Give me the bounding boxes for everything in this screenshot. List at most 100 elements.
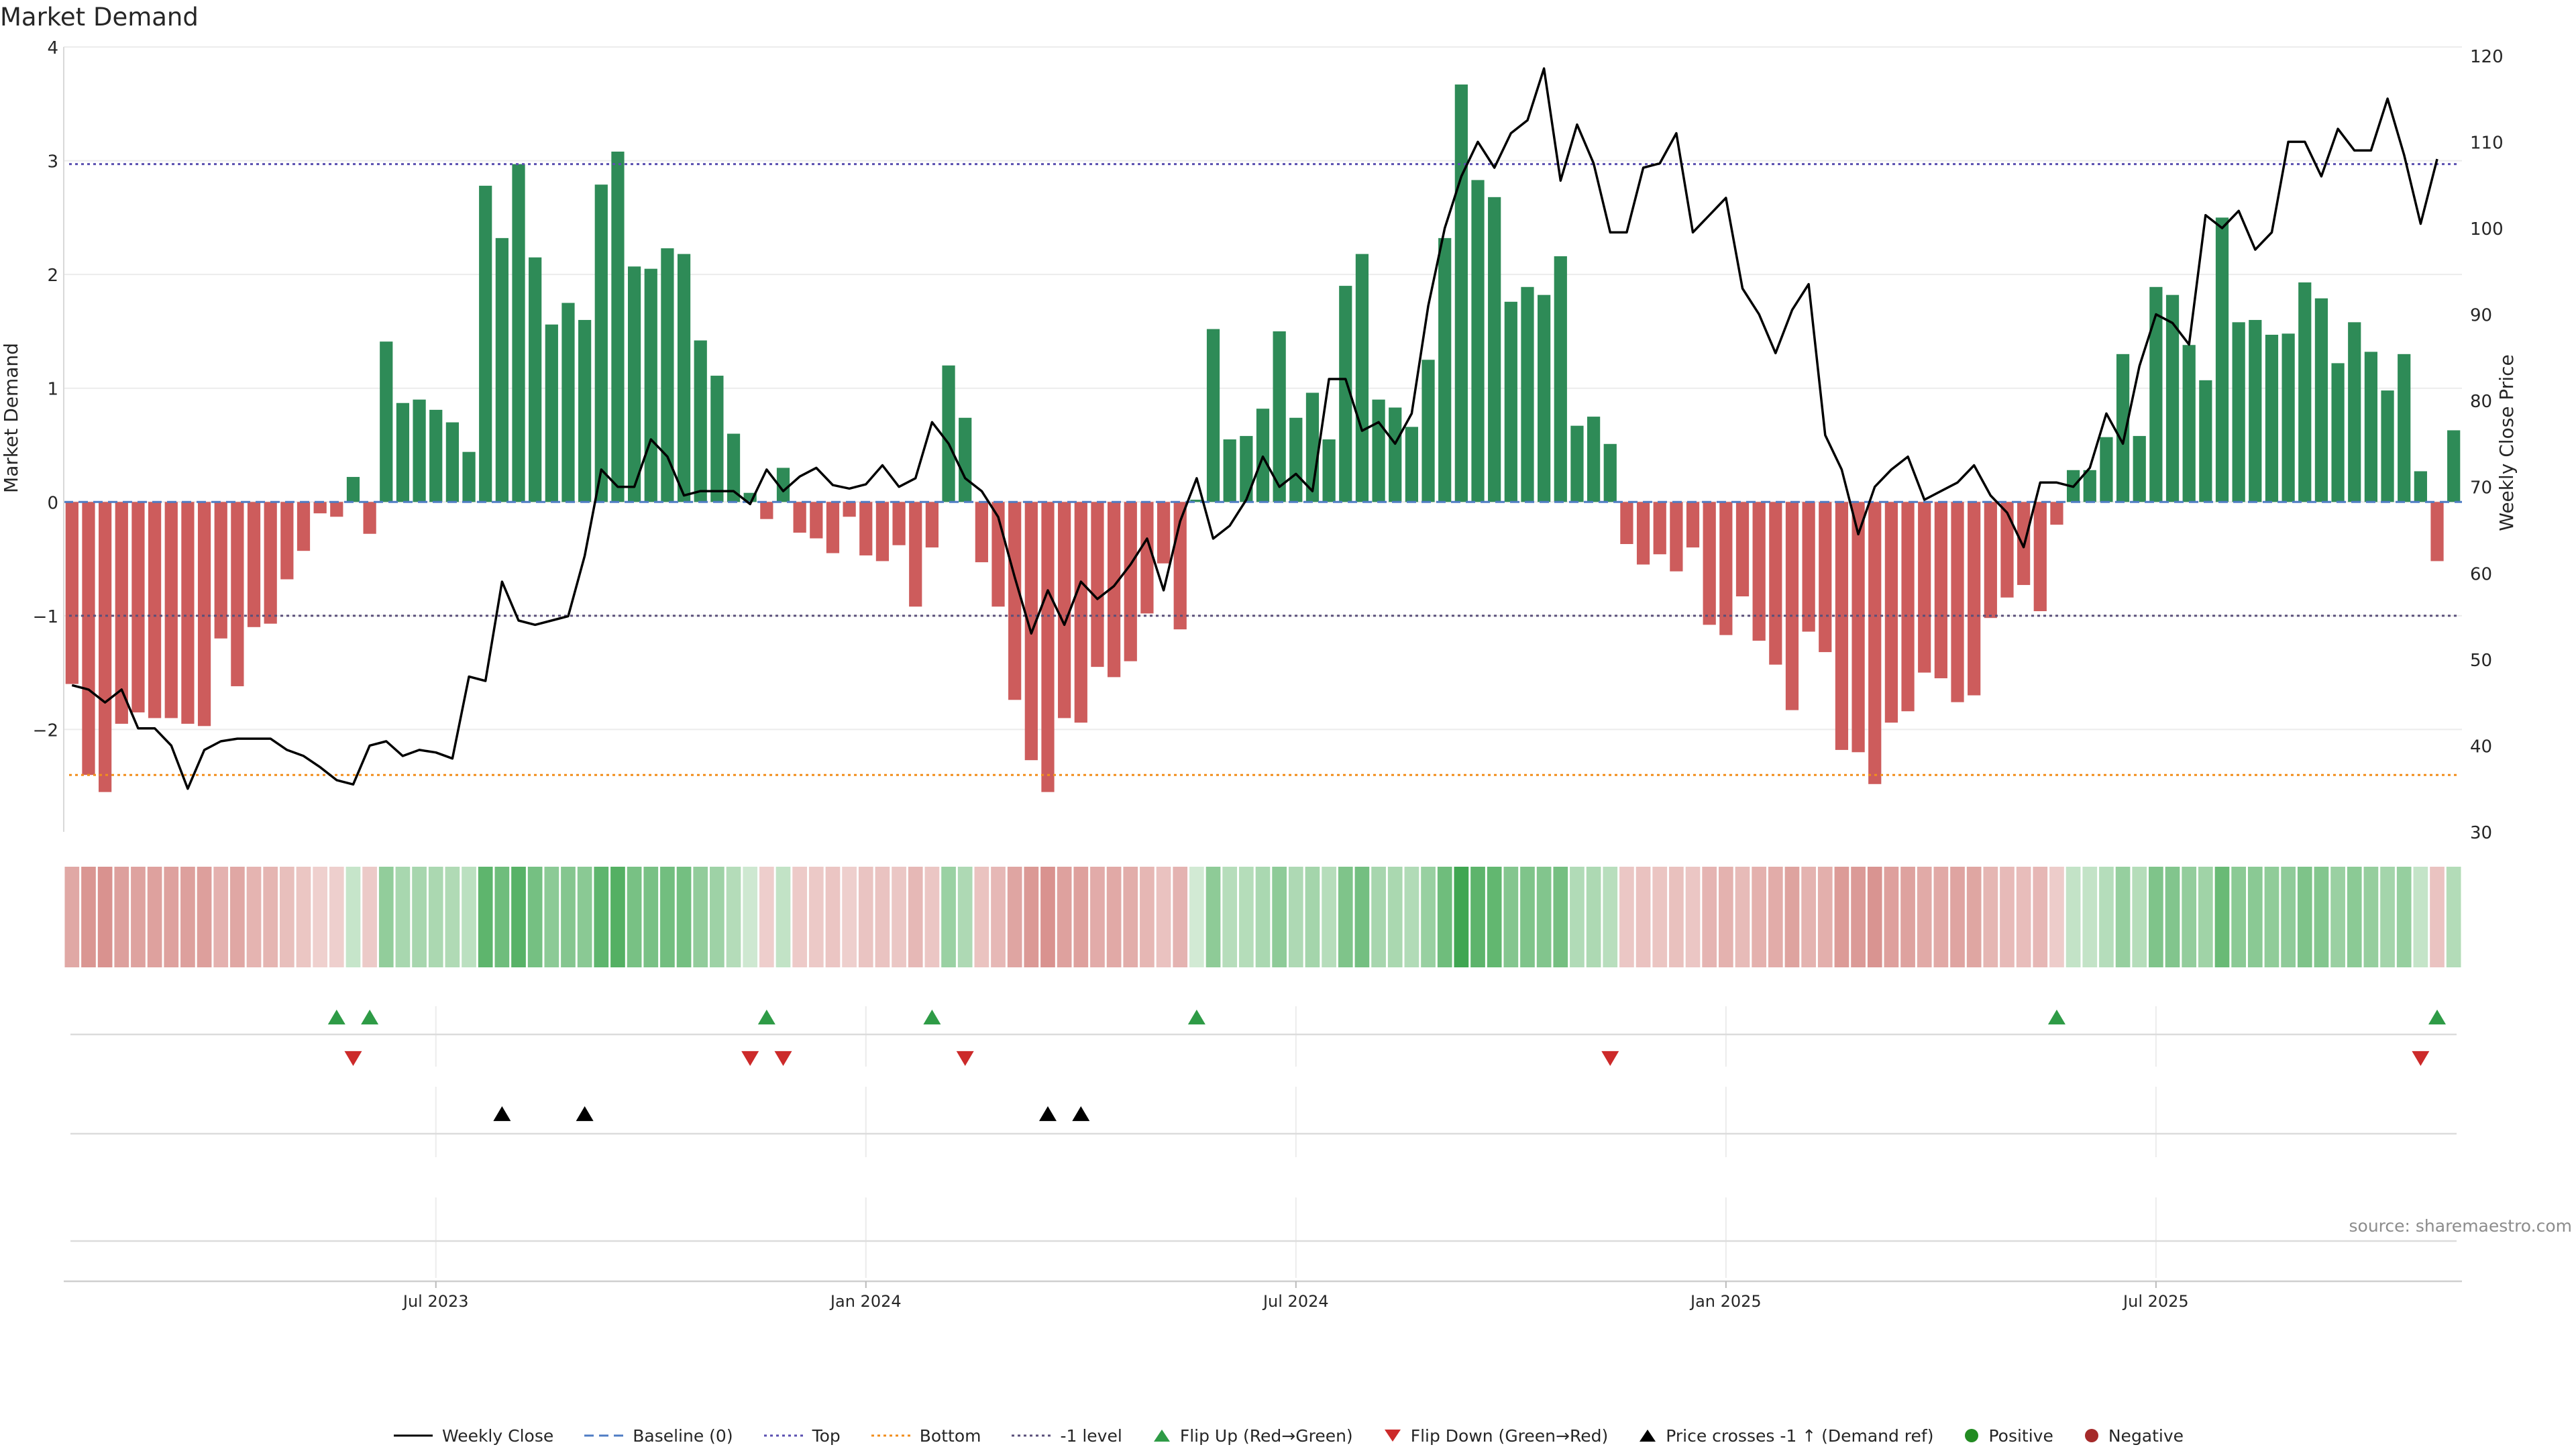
demand-bar xyxy=(479,185,492,502)
demand-bar xyxy=(1140,502,1154,614)
heat-cell xyxy=(1817,867,1833,967)
heat-cell xyxy=(313,867,328,967)
flip-down-marker xyxy=(741,1051,759,1066)
flip-up-marker xyxy=(757,1010,775,1025)
demand-bar xyxy=(1421,360,1435,502)
demand-bar xyxy=(1735,502,1750,596)
demand-bar xyxy=(1703,502,1716,625)
heat-cell xyxy=(64,867,80,967)
heat-cell xyxy=(1238,867,1254,967)
demand-bar xyxy=(1719,502,1733,635)
heat-cell xyxy=(1156,867,1171,967)
y2-tick-label: 60 xyxy=(2470,564,2492,584)
heat-cell xyxy=(1603,867,1618,967)
heat-cell xyxy=(1123,867,1138,967)
demand-bar xyxy=(462,451,476,502)
demand-bar xyxy=(859,502,873,555)
demand-bars xyxy=(65,84,2461,792)
demand-bar xyxy=(197,502,211,727)
axes: 4 3 2 1 0 −1 −2 120 110 100 90 80 70 60 50 40 30 Jul 2023… xyxy=(33,38,2504,1311)
demand-bar xyxy=(1504,301,1517,502)
legend-label: Price crosses -1 ↑ (Demand ref) xyxy=(1666,1426,1934,1446)
heat-cell xyxy=(279,867,294,967)
heat-cell xyxy=(908,867,923,967)
demand-bar xyxy=(1752,502,1766,641)
demand-bar xyxy=(942,365,955,502)
heat-cell xyxy=(2281,867,2296,967)
y-tick-label: 3 xyxy=(47,152,58,172)
demand-bar xyxy=(1918,502,1931,673)
demand-bar xyxy=(1355,254,1369,502)
demand-bar xyxy=(760,502,773,519)
heat-cell xyxy=(1387,867,1403,967)
demand-bar xyxy=(2100,437,2113,502)
demand-bar xyxy=(445,422,460,502)
flip-down-marker xyxy=(2412,1051,2430,1066)
heat-cell xyxy=(1867,867,1882,967)
heat-cell xyxy=(1735,867,1750,967)
demand-bar xyxy=(1769,502,1782,665)
demand-bar xyxy=(611,152,625,502)
demand-bar xyxy=(1802,502,1815,632)
demand-bar xyxy=(131,502,145,712)
legend-label: Baseline (0) xyxy=(633,1426,733,1446)
heat-cell xyxy=(445,867,460,967)
heat-cell xyxy=(1900,867,1915,967)
heat-cell xyxy=(627,867,642,967)
heat-cell xyxy=(527,867,543,967)
demand-bar xyxy=(826,502,840,553)
legend-minus1: -1 level xyxy=(1010,1426,1122,1446)
heat-cell xyxy=(213,867,229,967)
heat-cell xyxy=(1305,867,1320,967)
demand-bar xyxy=(2165,294,2180,502)
y2-tick-label: 50 xyxy=(2470,651,2492,671)
heat-cell xyxy=(2231,867,2247,967)
demand-bar xyxy=(1372,399,1385,502)
heat-cell xyxy=(792,867,808,967)
heat-cell xyxy=(1917,867,1932,967)
demand-bar xyxy=(65,502,78,684)
heat-cell xyxy=(544,867,559,967)
demand-bar xyxy=(1091,502,1104,667)
heat-cell xyxy=(2214,867,2230,967)
demand-bar xyxy=(1868,502,1882,784)
heat-cell xyxy=(395,867,411,967)
heat-cell xyxy=(1354,867,1370,967)
demand-bar xyxy=(2282,333,2295,502)
demand-bar xyxy=(1339,286,1352,502)
flip-markers xyxy=(327,1010,2447,1122)
weekly-close-path xyxy=(71,67,2438,790)
demand-bar xyxy=(148,502,162,718)
demand-bar xyxy=(2116,354,2130,502)
cross-up-marker xyxy=(576,1106,594,1122)
legend-cross: Price crosses -1 ↑ (Demand ref) xyxy=(1638,1426,1933,1446)
x-tick-label: Jul 2025 xyxy=(2122,1292,2189,1311)
heat-cell xyxy=(924,867,940,967)
demand-bar xyxy=(264,502,277,624)
demand-bar xyxy=(231,502,244,686)
heat-cell xyxy=(858,867,873,967)
heat-cell xyxy=(97,867,113,967)
demand-bar xyxy=(1190,499,1203,502)
heat-cell xyxy=(1404,867,1419,967)
heat-cell xyxy=(2198,867,2213,967)
heat-cell xyxy=(842,867,857,967)
demand-bar xyxy=(2265,335,2279,502)
heat-cell xyxy=(462,867,476,967)
legend-label: Top xyxy=(812,1426,841,1446)
heat-cell xyxy=(1635,867,1651,967)
heat-cell xyxy=(1702,867,1717,967)
heat-cell xyxy=(1966,867,1982,967)
heat-cell xyxy=(1884,867,1899,967)
flip-up-marker xyxy=(2047,1010,2065,1025)
demand-bar xyxy=(429,409,443,502)
demand-bar xyxy=(313,502,327,514)
heat-cell xyxy=(991,867,1006,967)
legend-label: Flip Down (Green→Red) xyxy=(1410,1426,1609,1446)
demand-bar xyxy=(1521,286,1534,502)
heat-cell xyxy=(511,867,526,967)
y2-tick-label: 80 xyxy=(2470,392,2492,412)
demand-bar xyxy=(346,476,360,502)
demand-bar xyxy=(1587,417,1601,502)
heat-cell xyxy=(561,867,576,967)
